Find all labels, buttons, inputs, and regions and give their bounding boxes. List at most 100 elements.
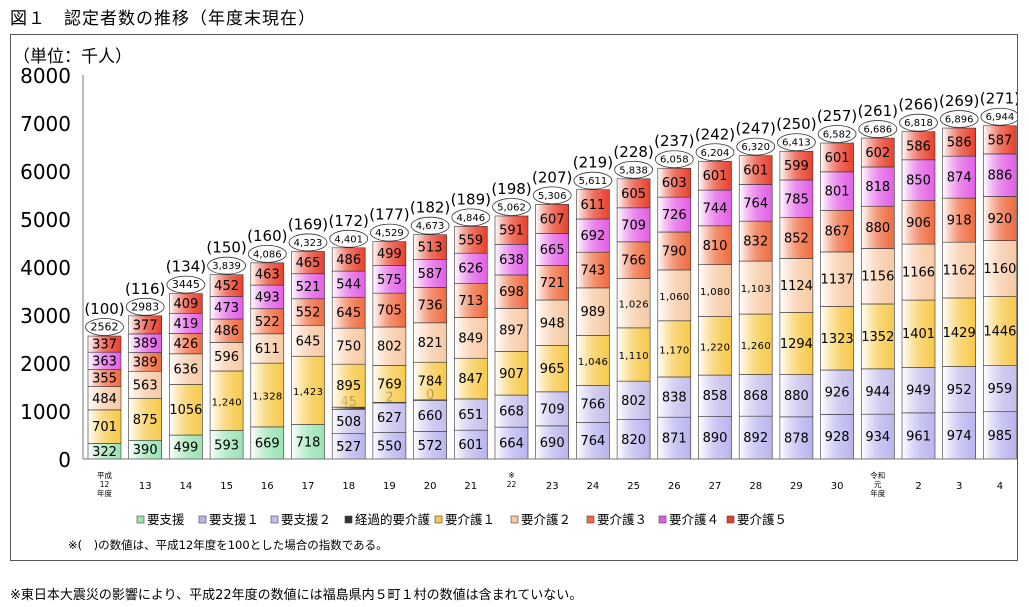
data-label: 389 <box>133 337 158 352</box>
y-tick-label: 7000 <box>20 112 71 136</box>
legend-label: 要介護４ <box>669 512 719 527</box>
data-label: 868 <box>743 389 768 404</box>
legend-swatch <box>510 515 519 524</box>
data-label: 611 <box>580 198 605 213</box>
bar-segment <box>820 369 854 415</box>
data-label: 499 <box>173 441 198 456</box>
bar-segment <box>820 414 854 460</box>
bar-segment <box>453 252 488 284</box>
data-label: 766 <box>621 254 646 269</box>
data-label: 721 <box>540 276 565 291</box>
data-label: 593 <box>214 438 239 453</box>
total-label: 5,838 <box>619 165 648 176</box>
x-tick-label: 27 <box>709 481 722 492</box>
index-label: (269) <box>939 92 979 110</box>
legend-label: 要支援２ <box>281 512 331 527</box>
data-label: 337 <box>92 338 117 353</box>
total-label: 2562 <box>91 321 119 334</box>
bar-segment <box>820 306 854 371</box>
legend-label: 要介護５ <box>737 512 787 527</box>
bar-segment <box>576 287 610 336</box>
data-label: 552 <box>296 306 321 321</box>
x-tick-label: 30 <box>831 481 844 492</box>
x-tick-label: 29 <box>790 481 803 492</box>
data-label: 766 <box>580 397 605 412</box>
data-label: 465 <box>296 256 321 271</box>
data-label: 878 <box>784 431 809 446</box>
bar-segment <box>860 205 895 249</box>
bar-segment <box>209 430 244 460</box>
data-label: 790 <box>662 244 687 259</box>
x-tick-label: 22 <box>507 480 517 489</box>
x-tick-label: 17 <box>302 481 315 492</box>
legend-swatch <box>434 515 443 524</box>
bar-segment <box>942 366 977 413</box>
data-label: 838 <box>662 391 687 406</box>
total-oval <box>207 256 247 275</box>
bar-segment <box>616 380 651 420</box>
data-label: 1,170 <box>659 345 689 356</box>
data-label: 605 <box>621 187 646 202</box>
data-label: 928 <box>825 430 850 445</box>
bar-segment <box>901 243 936 301</box>
index-note: ※( )の数値は、平成12年度を100とした場合の指数である。 <box>68 538 388 552</box>
bar-segment <box>413 322 447 363</box>
data-label: 785 <box>784 192 809 207</box>
data-label: 1,026 <box>619 300 649 311</box>
bar-segment <box>738 220 773 262</box>
legend-label: 要介護１ <box>445 512 495 527</box>
bar-segment <box>494 215 529 245</box>
data-label: 513 <box>418 241 443 256</box>
data-label: 713 <box>458 294 483 309</box>
bar-segment <box>779 416 814 460</box>
data-label: 322 <box>92 445 117 460</box>
data-label: 858 <box>703 389 728 404</box>
legend-label: 要介護２ <box>521 512 571 527</box>
data-label: 1352 <box>861 330 894 345</box>
bar-segment <box>372 241 407 266</box>
bar-segment <box>616 241 651 279</box>
data-label: 718 <box>296 435 321 450</box>
total-label: 4,086 <box>253 249 282 260</box>
bar-segment <box>983 295 1017 366</box>
bar-segment <box>738 374 773 417</box>
data-label: 1,240 <box>212 397 242 408</box>
bar-segment <box>616 278 651 329</box>
bar-segment <box>535 204 570 234</box>
data-label: 744 <box>703 201 728 216</box>
data-label: 645 <box>336 306 361 321</box>
total-label: 6,818 <box>904 118 933 129</box>
bar-segment <box>494 244 529 276</box>
stacked-bar-chart: （単位：千人） 0 1000 2000 3000 4000 5000 6000 7000 800… <box>13 47 1017 552</box>
total-label: 5,306 <box>538 191 567 202</box>
x-tick-label: 4 <box>997 481 1003 492</box>
data-label: 1056 <box>169 403 202 418</box>
data-label: 1156 <box>861 270 894 285</box>
total-label: 4,673 <box>416 221 445 232</box>
bar-segment <box>616 207 651 243</box>
data-label: 559 <box>458 233 483 248</box>
data-label: 665 <box>540 243 565 258</box>
total-oval <box>85 318 124 336</box>
bar-segment <box>860 303 895 370</box>
x-tick-label: 24 <box>587 481 600 492</box>
bar-segment <box>535 233 570 266</box>
total-label: 5,611 <box>579 176 608 187</box>
y-tick-label: 8000 <box>20 64 71 88</box>
data-label: 818 <box>865 180 890 195</box>
bar-segment <box>901 299 936 368</box>
bar-segment <box>698 189 732 227</box>
total-label: 6,686 <box>863 125 892 136</box>
x-tick-label: 19 <box>383 481 396 492</box>
bar-segment <box>250 262 285 286</box>
data-label: 499 <box>377 247 402 262</box>
data-label: 850 <box>906 174 931 189</box>
bar-segment <box>983 196 1017 241</box>
bar-segment <box>820 251 854 307</box>
index-label: (198) <box>491 180 531 198</box>
data-label: 664 <box>499 437 524 452</box>
data-label: 603 <box>662 176 687 191</box>
data-label: 586 <box>947 136 972 151</box>
data-label: 926 <box>825 386 850 401</box>
